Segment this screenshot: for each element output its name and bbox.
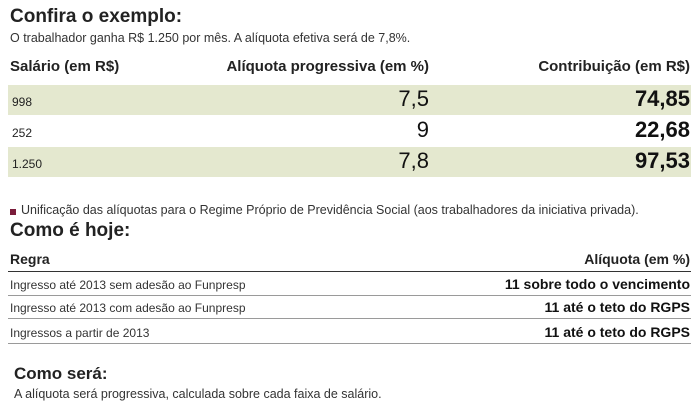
row-1-aliquota: 7,5 [398, 86, 429, 111]
table-row-band [8, 147, 691, 177]
example-title: Confira o exemplo: [10, 6, 183, 27]
row-divider [8, 343, 691, 344]
row-2-salario: 252 [12, 126, 33, 140]
row-3-aliquota: 7,8 [398, 148, 429, 173]
today-row-2-aliquota: 11 até o teto do RGPS [544, 299, 690, 315]
unification-note: Unificação das alíquotas para o Regime P… [21, 203, 639, 217]
today-row-3-regra: Ingressos a partir de 2013 [10, 326, 150, 340]
col-header-regra: Regra [10, 251, 50, 267]
row-3-salario: 1.250 [12, 157, 43, 171]
row-2-aliquota: 9 [416, 117, 429, 142]
table-row-band [8, 85, 691, 115]
row-1-contribuicao: 74,85 [634, 86, 690, 111]
col-header-aliquota: Alíquota progressiva (em %) [226, 58, 429, 75]
today-row-1-regra: Ingresso até 2013 sem adesão ao Funpresp [10, 278, 246, 292]
today-row-3-aliquota: 11 até o teto do RGPS [544, 324, 690, 340]
col-header-salario: Salário (em R$) [10, 58, 120, 75]
header-divider [8, 271, 691, 272]
bullet-square-icon [10, 209, 16, 215]
future-text: A alíquota será progressiva, calculada s… [14, 387, 382, 401]
row-divider [8, 318, 691, 319]
row-2-contribuicao: 22,68 [634, 117, 690, 142]
col-header-contribuicao: Contribuição (em R$) [538, 58, 690, 75]
example-subtitle: O trabalhador ganha R$ 1.250 por mês. A … [10, 31, 411, 45]
today-row-1-aliquota: 11 sobre todo o vencimento [504, 276, 690, 292]
col-header-aliquota-hoje: Alíquota (em %) [584, 251, 690, 267]
row-divider [8, 295, 691, 296]
row-3-contribuicao: 97,53 [634, 148, 690, 173]
future-title: Como será: [14, 364, 108, 383]
today-title: Como é hoje: [10, 220, 131, 241]
today-row-2-regra: Ingresso até 2013 com adesão ao Funpresp [10, 301, 246, 315]
row-1-salario: 998 [12, 95, 33, 109]
